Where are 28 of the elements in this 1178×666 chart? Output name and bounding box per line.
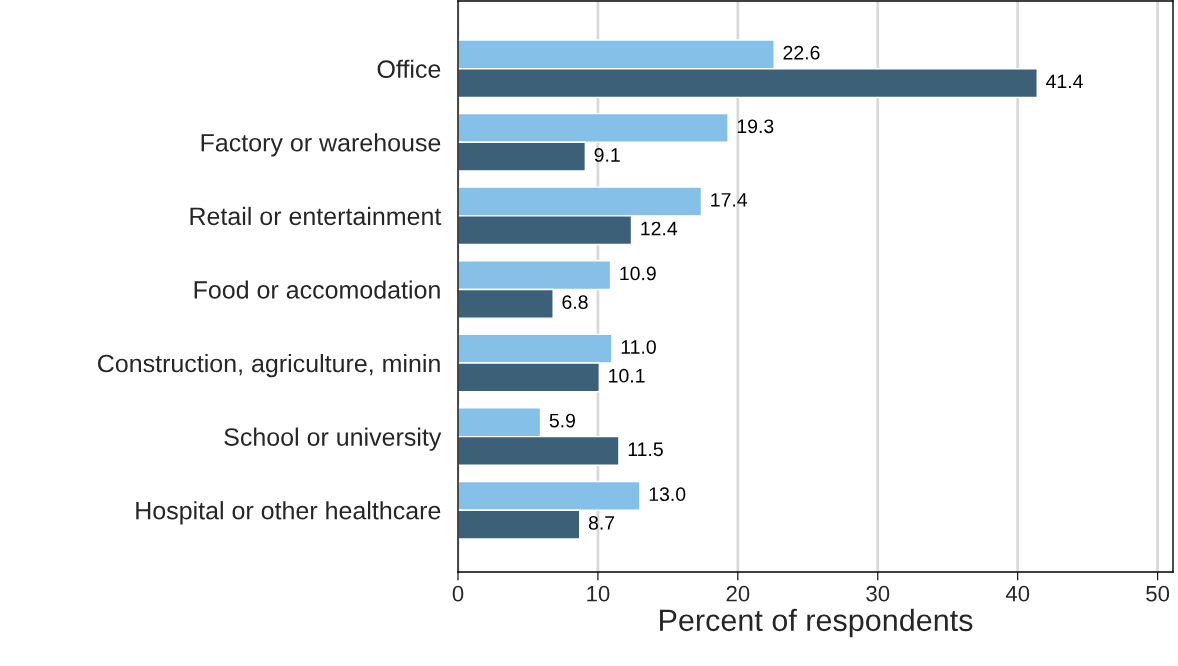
data-label: 17.4	[711, 193, 748, 207]
y-tick-label: Office	[377, 59, 441, 78]
data-label: 10.9	[620, 266, 656, 281]
x-tick-label: 0	[452, 585, 464, 602]
x-tick-label: 50	[1146, 585, 1170, 602]
x-axis-title: Percent of respondents	[660, 608, 973, 638]
data-label: 9.1	[594, 148, 620, 162]
x-tick-label: 20	[726, 585, 750, 602]
data-label: 6.8	[562, 295, 588, 310]
y-tick-label: Hospital or other healthcare	[136, 501, 441, 525]
y-tick-label: Retail or entertainment	[190, 206, 442, 226]
data-label: 12.4	[641, 221, 678, 236]
data-label: 13.0	[649, 487, 686, 502]
data-label: 11.0	[621, 340, 656, 354]
data-label: 22.6	[783, 45, 820, 60]
x-tick-label: 30	[866, 585, 890, 602]
y-tick-label: School or university	[224, 427, 442, 451]
data-label: 19.3	[737, 119, 774, 134]
y-tick-label: Food or accomodation	[194, 280, 440, 299]
y-tick-label: Construction, agriculture, minin	[98, 353, 440, 378]
data-label: 10.1	[609, 368, 645, 383]
data-label: 8.7	[588, 515, 615, 530]
data-label: 41.4	[1046, 74, 1083, 89]
data-label: 11.5	[628, 442, 663, 457]
x-tick-label: 10	[587, 585, 610, 602]
y-tick-label: Factory or warehouse	[201, 133, 441, 157]
data-label: 5.9	[549, 413, 575, 428]
x-tick-label: 40	[1005, 585, 1030, 602]
